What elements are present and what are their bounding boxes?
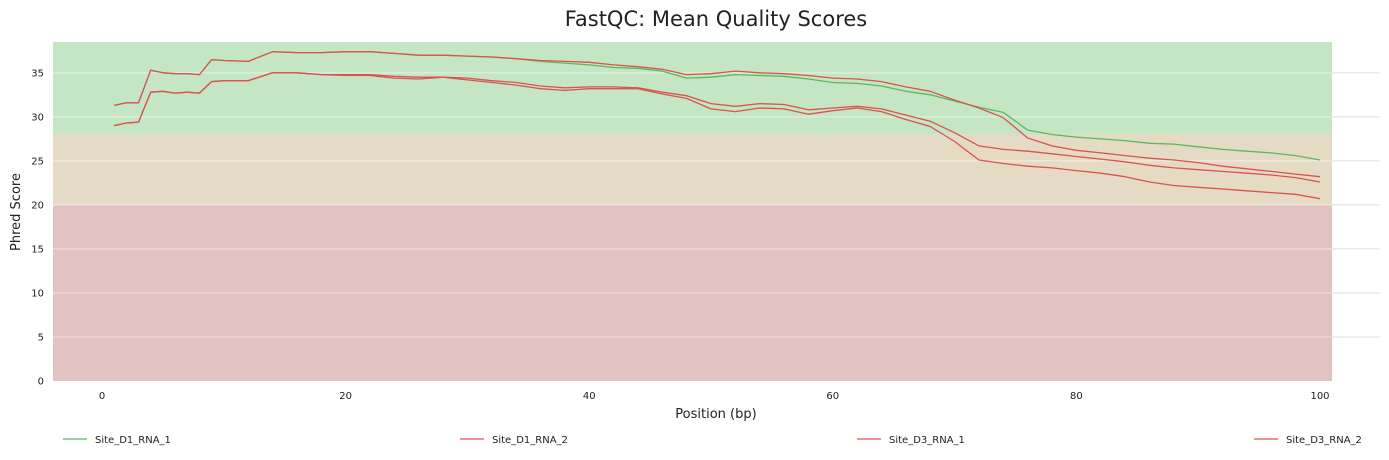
grid-lines: [53, 72, 1380, 338]
x-tick-label: 0: [99, 391, 105, 402]
legend-label: Site_D1_RNA_2: [492, 435, 568, 446]
legend-label: Site_D3_RNA_1: [889, 435, 965, 446]
x-tick-label: 40: [583, 391, 596, 402]
legend-label: Site_D1_RNA_1: [95, 435, 171, 446]
legend: Site_D1_RNA_1 Site_D1_RNA_2 Site_D3_RNA_1 S…: [63, 435, 1362, 446]
x-tick-label: 60: [826, 391, 839, 402]
quality-bands: [53, 42, 1332, 381]
y-tick-label: 15: [31, 244, 44, 255]
series-line-Site_D3_RNA_2: [114, 72, 1321, 200]
band-0: [53, 42, 1332, 135]
x-tick-label: 20: [339, 391, 352, 402]
y-tick-label: 35: [31, 68, 44, 79]
y-tick-label: 5: [38, 332, 44, 343]
x-axis-label: Position (bp): [675, 407, 756, 422]
tick-labels: 0 5 10 15 20 25 30 35 0 20 40 60 80 100: [31, 68, 1329, 402]
y-tick-label: 25: [31, 156, 44, 167]
chart-title: FastQC: Mean Quality Scores: [565, 7, 868, 31]
band-1: [53, 134, 1332, 205]
y-tick-label: 20: [31, 200, 44, 211]
y-axis-label: Phred Score: [9, 173, 24, 251]
y-tick-label: 10: [31, 288, 44, 299]
y-tick-label: 0: [38, 377, 44, 388]
y-tick-label: 30: [31, 112, 44, 123]
x-tick-label: 80: [1070, 391, 1083, 402]
x-tick-label: 100: [1310, 391, 1329, 402]
series-line-Site_D1_RNA_2: [114, 51, 1321, 178]
legend-label: Site_D3_RNA_2: [1286, 435, 1362, 446]
series-lines: [114, 51, 1321, 200]
